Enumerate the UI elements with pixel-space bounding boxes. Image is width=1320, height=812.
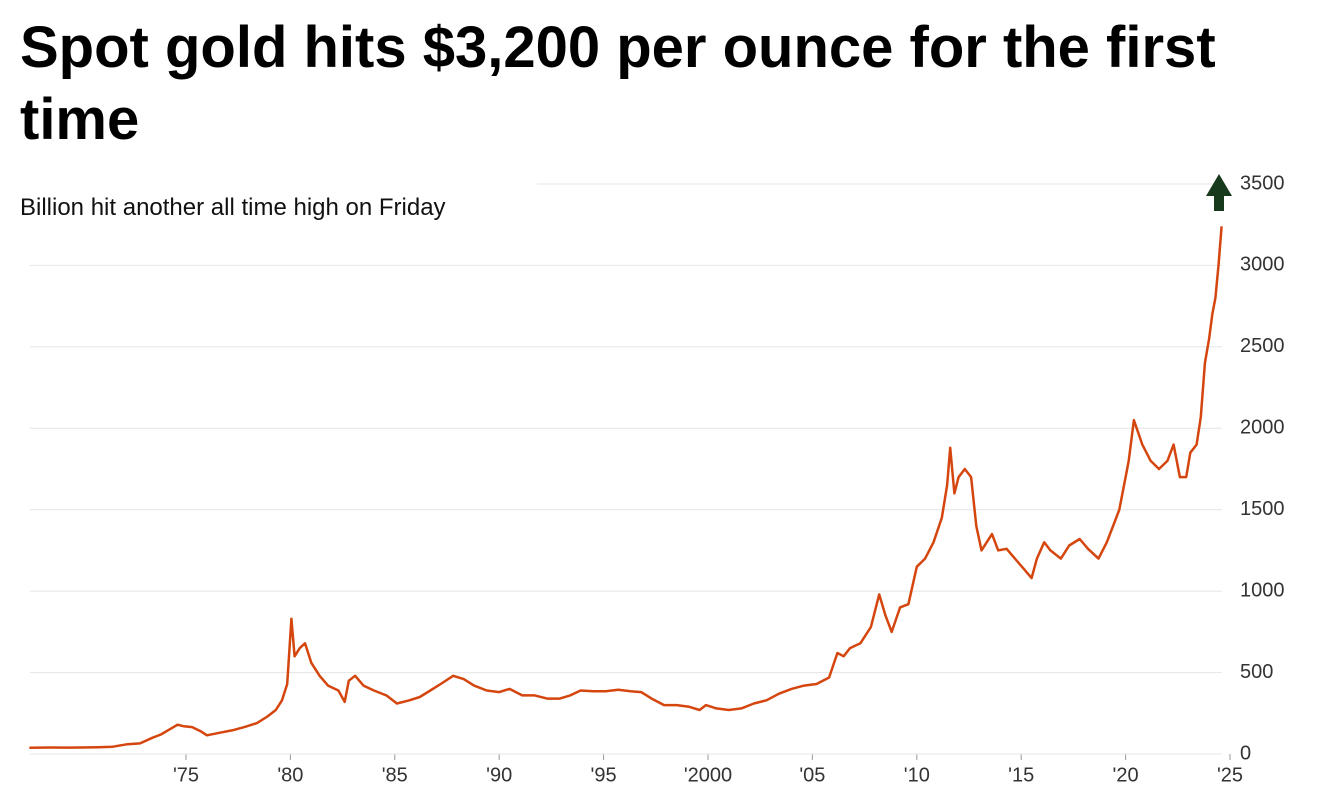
chart-title: Spot gold hits $3,200 per ounce for the …: [20, 15, 1216, 152]
up-arrow: [1206, 174, 1232, 211]
x-tick-label: '75: [173, 764, 199, 786]
y-tick-label: 3000: [1240, 254, 1285, 276]
x-tick-label: '85: [382, 764, 408, 786]
x-tick-label: '10: [904, 764, 930, 786]
y-tick-label: 2000: [1240, 417, 1285, 439]
x-tick-label: '95: [591, 764, 617, 786]
x-tick-label: '80: [277, 764, 303, 786]
x-tick-label: '15: [1008, 764, 1034, 786]
chart-subtitle: Billion hit another all time high on Fri…: [20, 194, 446, 221]
y-tick-label: 1500: [1240, 498, 1285, 520]
x-tick-label: '20: [1113, 764, 1139, 786]
y-tick-label: 0: [1240, 742, 1251, 764]
y-tick-label: 2500: [1240, 335, 1285, 357]
y-tick-label: 500: [1240, 661, 1273, 683]
x-tick-label: '2000: [684, 764, 732, 786]
price-line: [29, 226, 1223, 750]
x-tick-label: '05: [799, 764, 825, 786]
y-tick-label: 1000: [1240, 579, 1285, 601]
x-tick-label: '25: [1217, 764, 1243, 786]
y-tick-label: 3500: [1240, 172, 1285, 194]
x-tick-label: '90: [486, 764, 512, 786]
